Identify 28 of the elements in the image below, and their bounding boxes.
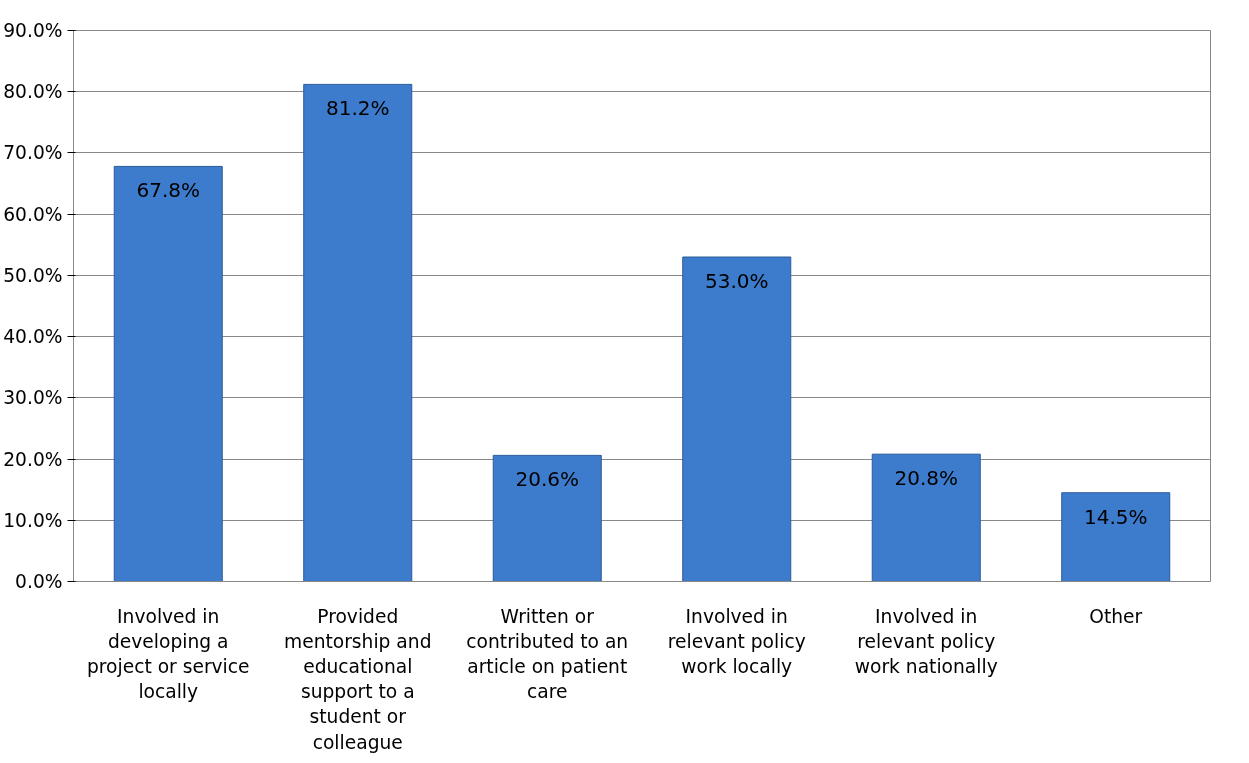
bar	[871, 453, 981, 582]
x-tick-label: Provided mentorship and educational support to a student or colleague	[284, 605, 432, 753]
y-tick-label: 20.0%	[3, 448, 63, 470]
y-tick-label: 10.0%	[3, 509, 63, 531]
x-tick-label: Involved in relevant policy work nationally	[854, 605, 998, 677]
y-tick-label: 90.0%	[3, 20, 63, 41]
y-tick-label: 0.0%	[15, 571, 63, 592]
bar	[682, 256, 792, 582]
x-tick-label: Involved in relevant policy work locally	[667, 605, 806, 677]
data-label: 20.8%	[894, 466, 959, 491]
y-tick-label: 70.0%	[3, 142, 63, 164]
bar	[492, 454, 602, 582]
x-tick-label: Other	[1089, 605, 1143, 627]
y-tick-label: 60.0%	[3, 203, 63, 225]
y-tick-label: 30.0%	[3, 387, 63, 409]
bar	[113, 165, 223, 582]
x-tick-label: Written or contributed to an article on patient care	[466, 605, 629, 703]
y-tick-label: 80.0%	[3, 81, 63, 103]
x-tick-label: Involved in developing a project or service locally	[86, 605, 250, 703]
bar	[303, 83, 413, 582]
y-tick-label: 50.0%	[3, 264, 63, 286]
y-tick-label: 40.0%	[3, 326, 63, 348]
data-label: 20.6%	[515, 467, 580, 492]
data-label: 67.8%	[136, 178, 201, 203]
data-label: 81.2%	[325, 96, 390, 121]
bar	[1061, 492, 1171, 582]
data-label: 53.0%	[704, 269, 769, 294]
data-label: 14.5%	[1083, 504, 1148, 529]
